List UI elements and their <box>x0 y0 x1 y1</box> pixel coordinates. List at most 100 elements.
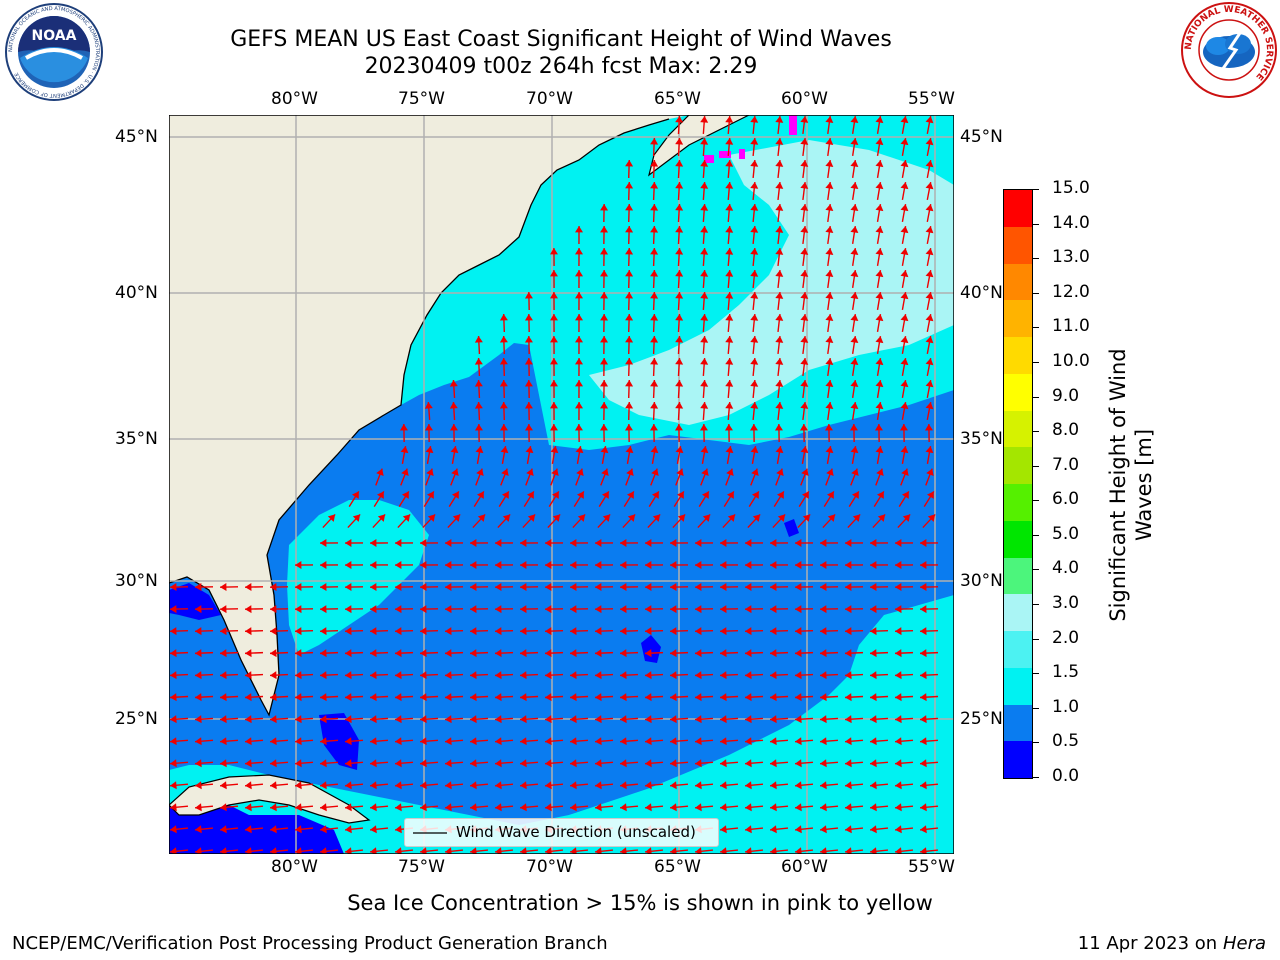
wind-arrow-head <box>925 336 934 344</box>
wind-arrow-head <box>675 270 684 277</box>
wind-arrow-head <box>775 292 784 299</box>
colorbar <box>1003 189 1033 779</box>
wind-arrow-head <box>825 446 834 454</box>
wind-arrow-head <box>320 693 327 702</box>
wind-arrow-head <box>570 671 577 680</box>
lon-label-top: 60°W <box>781 89 828 109</box>
wind-arrow-head <box>800 402 809 409</box>
wind-arrow-head <box>645 693 652 702</box>
colorbar-segment <box>1004 373 1032 411</box>
wind-arrow-head <box>620 737 627 746</box>
wind-arrow-head <box>577 514 586 522</box>
wind-arrow-head <box>345 803 352 812</box>
wind-arrow-head <box>925 116 934 124</box>
wind-arrow-head <box>395 693 402 702</box>
wind-arrow-head <box>526 491 534 499</box>
wind-arrow-head <box>520 715 527 724</box>
wind-arrow-head <box>495 627 502 636</box>
wind-arrow-head <box>700 314 709 321</box>
wind-arrow-head <box>725 402 734 409</box>
colorbar-segment <box>1004 226 1032 264</box>
wind-arrow-head <box>749 424 758 431</box>
wind-arrow-head <box>520 737 527 746</box>
wind-arrow-head <box>600 446 609 454</box>
wind-arrow-head <box>370 693 377 702</box>
wind-arrow-head <box>600 292 609 299</box>
wind-arrow-head <box>395 759 402 768</box>
wind-arrow-head <box>870 583 877 592</box>
wind-arrow-head <box>870 649 877 658</box>
wind-arrow-head <box>925 380 934 388</box>
wind-arrow-head <box>895 825 902 834</box>
wind-arrow-head <box>595 539 602 548</box>
wind-arrow-head <box>745 627 752 636</box>
wind-arrow-head <box>700 292 709 299</box>
wind-arrow-head <box>351 491 359 499</box>
wind-arrow-head <box>595 693 602 702</box>
wind-arrow-head <box>626 468 634 477</box>
ocean-min-spot <box>641 635 661 663</box>
colorbar-segment <box>1004 189 1032 227</box>
wind-arrow-head <box>545 649 552 658</box>
wind-arrow-head <box>295 693 302 702</box>
wind-arrow-head <box>825 160 834 167</box>
wind-arrow-head <box>320 649 327 658</box>
wind-arrow-head <box>795 561 802 570</box>
wind-arrow-head <box>549 402 558 409</box>
wind-arrow-head <box>870 759 877 768</box>
wind-arrow-head <box>520 671 527 680</box>
wind-arrow-head <box>595 671 602 680</box>
colorbar-title: Significant Height of Wind Waves [m] <box>1105 348 1157 621</box>
wind-arrow-head <box>570 561 577 570</box>
nws-logo: NATIONAL WEATHER SERVICE <box>1181 2 1277 98</box>
wind-arrow-head <box>825 226 834 233</box>
wind-arrow-head <box>170 583 177 592</box>
wind-arrow-head <box>845 737 852 746</box>
wind-arrow-head <box>695 649 702 658</box>
wind-arrow-head <box>651 491 659 499</box>
wind-arrow-head <box>850 226 859 234</box>
colorbar-tick-mark <box>1033 604 1039 606</box>
wind-arrow-head <box>245 803 252 812</box>
wind-arrow-head <box>345 649 352 658</box>
wind-arrow-head <box>570 539 577 548</box>
wind-arrow-head <box>920 847 927 854</box>
wind-arrow-head <box>549 314 558 321</box>
wind-arrow-head <box>920 737 927 746</box>
footer-host: Hera <box>1222 933 1266 954</box>
wind-arrow-head <box>745 759 752 768</box>
wind-arrow-head <box>750 358 759 365</box>
wind-arrow-head <box>875 248 884 256</box>
wind-arrow-head <box>650 358 659 365</box>
wind-arrow-head <box>477 514 486 522</box>
wind-arrow-head <box>495 781 502 790</box>
wind-arrow-head <box>399 424 408 431</box>
wind-arrow-head <box>295 671 302 680</box>
wind-arrow-head <box>770 781 777 790</box>
wind-arrow-head <box>320 583 327 592</box>
wind-arrow-head <box>420 561 427 570</box>
colorbar-title-line2: Waves [m] <box>1132 428 1156 542</box>
wind-arrow-head <box>420 781 427 790</box>
wind-arrow-head <box>850 182 859 190</box>
wind-arrow-head <box>800 446 809 454</box>
wind-arrow-head <box>345 627 352 636</box>
wind-arrow-head <box>825 204 834 211</box>
wind-arrow-head <box>675 446 684 454</box>
wind-arrow-head <box>524 424 533 431</box>
wind-arrow-head <box>320 803 327 812</box>
wind-arrow-head <box>575 358 584 365</box>
wind-arrow-head <box>720 671 727 680</box>
colorbar-tick-label: 14.0 <box>1052 212 1090 233</box>
lon-label-bottom: 75°W <box>398 857 445 877</box>
wind-arrow-head <box>495 649 502 658</box>
wind-arrow-head <box>820 781 827 790</box>
wind-arrow-head <box>725 160 734 167</box>
wind-arrow-head <box>845 539 852 548</box>
wind-arrow-head <box>295 781 302 790</box>
wind-arrow-head <box>920 561 927 570</box>
wind-arrow-head <box>600 358 609 365</box>
wind-arrow-head <box>575 336 584 343</box>
wind-arrow-head <box>870 561 877 570</box>
wind-arrow-head <box>826 491 834 499</box>
